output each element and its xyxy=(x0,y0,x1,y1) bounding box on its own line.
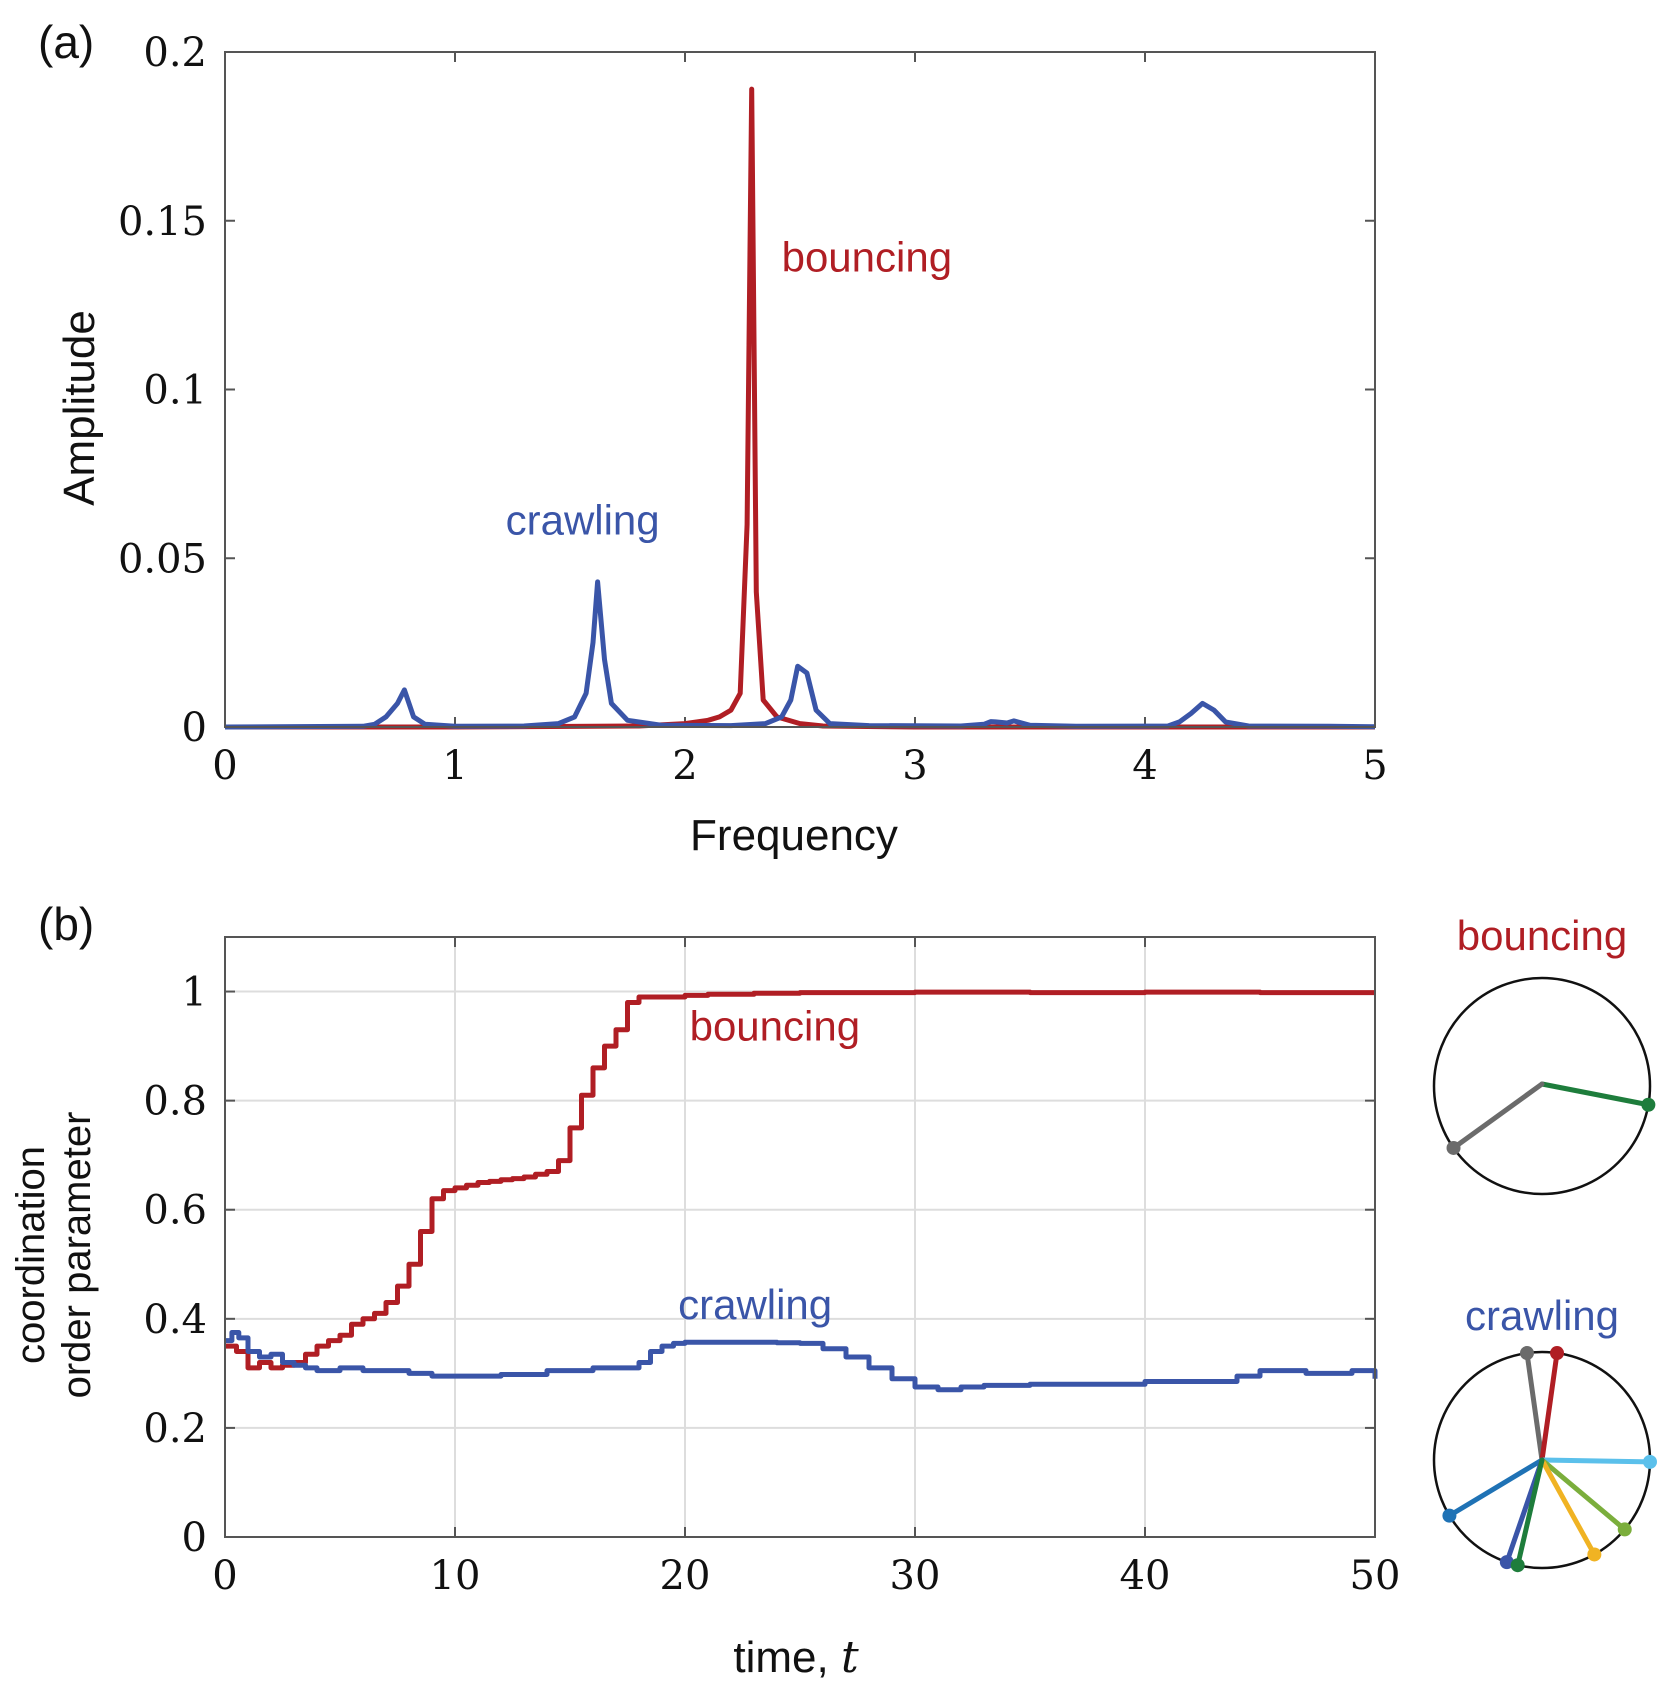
a-x-tick-label-3: 3 xyxy=(902,743,927,789)
a-y-tick-label-2: 0.1 xyxy=(143,368,207,414)
inset-crawling-arm-7 xyxy=(1515,1457,1545,1568)
inset-bouncing: bouncing xyxy=(1432,912,1656,1196)
inset-crawling-arm-5 xyxy=(1446,1457,1545,1519)
a-y-tick-label-3: 0.15 xyxy=(118,199,207,245)
inset-crawling-label: crawling xyxy=(1465,1292,1619,1339)
b-y-tick-label-3: 0.6 xyxy=(143,1188,207,1234)
b-x-tick-label-5: 50 xyxy=(1350,1553,1401,1599)
b-series-bouncing xyxy=(225,989,1375,1371)
inset-crawling-arm-4 xyxy=(1539,1457,1597,1557)
b-series-crawling xyxy=(225,1330,1378,1393)
svg-text:order parameter: order parameter xyxy=(55,1112,99,1399)
inset-crawling-arm-2 xyxy=(1539,1457,1653,1465)
inset-crawling-dot-0 xyxy=(1519,1346,1534,1361)
b-x-tick-label-4: 40 xyxy=(1120,1553,1171,1599)
panel-b: (b) 0 0.2 0.4 0.6 0.8 1 0 10 20 30 40 50 time, t c… xyxy=(9,898,1400,1683)
panel-a: (a) 0 0.05 0.1 0.15 0.2 0 1 2 3 4 5 Frequency Amp… xyxy=(38,16,1388,860)
b-x-tick-label-3: 30 xyxy=(890,1553,941,1599)
inset-bouncing-label: bouncing xyxy=(1457,912,1627,959)
inset-crawling-dot-1 xyxy=(1550,1346,1565,1361)
panel-a-y-axis-label: Amplitude xyxy=(55,310,104,506)
inset-crawling-arms xyxy=(1442,1346,1657,1573)
a-series-crawling xyxy=(224,579,1376,730)
a-x-tick-label-4: 4 xyxy=(1132,743,1157,789)
panel-b-label: (b) xyxy=(38,898,94,950)
a-x-tick-label-0: 0 xyxy=(212,743,237,789)
a-y-tick-label-4: 0.2 xyxy=(143,30,207,76)
a-x-tick-label-2: 2 xyxy=(672,743,697,789)
inset-crawling-dot-3 xyxy=(1617,1522,1632,1537)
inset-bouncing-circle xyxy=(1432,976,1652,1196)
panel-a-x-tick-labels: 0 1 2 3 4 5 xyxy=(212,743,1387,789)
a-y-tick-label-1: 0.05 xyxy=(118,536,207,582)
inset-bouncing-arms xyxy=(1446,1081,1656,1155)
b-y-tick-label-1: 0.2 xyxy=(143,1406,207,1452)
panel-a-label: (a) xyxy=(38,16,94,68)
panel-a-lines xyxy=(224,86,1376,730)
panel-b-y-axis-label: coordination order parameter xyxy=(9,1112,99,1399)
inset-bouncing-dot-0 xyxy=(1641,1097,1656,1112)
panel-b-x-tick-labels: 0 10 20 30 40 50 xyxy=(212,1553,1400,1599)
a-series-bouncing xyxy=(225,86,1375,730)
inset-crawling-dot-5 xyxy=(1442,1508,1457,1523)
panel-a-annotation-bouncing: bouncing xyxy=(782,233,952,280)
panel-b-x-axis-label: time, t xyxy=(733,1632,859,1683)
a-x-tick-label-1: 1 xyxy=(442,743,467,789)
b-y-tick-label-2: 0.4 xyxy=(143,1297,207,1343)
panel-b-annotation-crawling: crawling xyxy=(678,1281,832,1328)
panel-b-y-tick-labels: 0 0.2 0.4 0.6 0.8 1 xyxy=(143,970,207,1561)
panel-b-lines xyxy=(225,989,1378,1393)
b-x-tick-label-0: 0 xyxy=(212,1553,237,1599)
panel-a-x-axis-label: Frequency xyxy=(690,811,898,860)
svg-text:coordination: coordination xyxy=(9,1146,53,1364)
inset-crawling-arm-3 xyxy=(1539,1457,1628,1532)
inset-crawling: crawling xyxy=(1432,1292,1657,1573)
inset-bouncing-arm-0 xyxy=(1539,1081,1651,1108)
inset-crawling-arm-0 xyxy=(1524,1350,1545,1463)
inset-crawling-dot-2 xyxy=(1642,1454,1657,1469)
b-x-tick-label-2: 20 xyxy=(660,1553,711,1599)
b-y-tick-label-5: 1 xyxy=(182,970,207,1016)
inset-bouncing-arm-1 xyxy=(1451,1081,1545,1151)
panel-b-axes-frame xyxy=(224,936,1376,1538)
panel-a-ticks xyxy=(224,51,1376,728)
panel-a-y-tick-labels: 0 0.05 0.1 0.15 0.2 xyxy=(118,30,207,751)
a-y-tick-label-0: 0 xyxy=(182,705,207,751)
inset-crawling-dot-7 xyxy=(1510,1558,1525,1573)
inset-crawling-dot-6 xyxy=(1499,1555,1514,1570)
b-x-tick-label-1: 10 xyxy=(430,1553,481,1599)
inset-bouncing-dot-1 xyxy=(1446,1140,1461,1155)
panel-b-annotation-bouncing: bouncing xyxy=(690,1003,860,1050)
b-y-tick-label-0: 0 xyxy=(182,1515,207,1561)
a-x-tick-label-5: 5 xyxy=(1362,743,1387,789)
panel-a-axes-frame xyxy=(224,51,1376,728)
panel-a-annotation-crawling: crawling xyxy=(506,497,660,544)
inset-crawling-arm-1 xyxy=(1539,1350,1560,1463)
inset-crawling-dot-4 xyxy=(1587,1547,1602,1562)
b-y-tick-label-4: 0.8 xyxy=(143,1079,207,1125)
